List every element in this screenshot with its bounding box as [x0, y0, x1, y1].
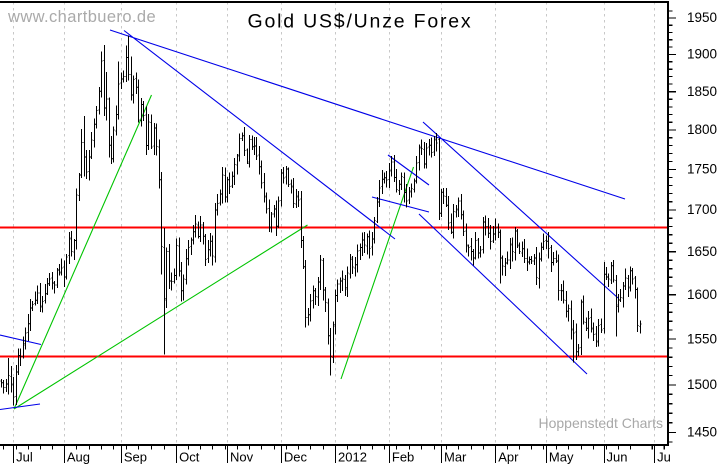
svg-text:1450: 1450 — [687, 425, 717, 440]
svg-text:2012: 2012 — [338, 450, 367, 465]
svg-text:1600: 1600 — [687, 287, 717, 302]
svg-text:Oct: Oct — [179, 450, 200, 465]
svg-text:Aug: Aug — [67, 450, 90, 465]
svg-text:Feb: Feb — [392, 450, 414, 465]
svg-text:1900: 1900 — [687, 47, 717, 62]
svg-text:1800: 1800 — [687, 122, 717, 137]
svg-text:May: May — [549, 450, 574, 465]
svg-text:1500: 1500 — [687, 377, 717, 392]
svg-text:Sep: Sep — [124, 450, 147, 465]
svg-text:1700: 1700 — [687, 202, 717, 217]
svg-text:Jun: Jun — [607, 450, 628, 465]
svg-text:www.chartbuero.de: www.chartbuero.de — [7, 8, 156, 26]
svg-text:Hoppenstedt Charts: Hoppenstedt Charts — [538, 415, 663, 431]
svg-text:Apr: Apr — [498, 450, 519, 465]
svg-text:Ju: Ju — [657, 450, 671, 465]
svg-text:1950: 1950 — [687, 10, 717, 25]
svg-text:Gold US$/Unze Forex: Gold US$/Unze Forex — [248, 11, 473, 33]
svg-text:1850: 1850 — [687, 84, 717, 99]
svg-text:1750: 1750 — [687, 162, 717, 177]
svg-text:1650: 1650 — [687, 244, 717, 259]
svg-text:Dec: Dec — [284, 450, 308, 465]
svg-text:Mar: Mar — [444, 450, 467, 465]
svg-text:Jul: Jul — [16, 450, 33, 465]
svg-text:1550: 1550 — [687, 331, 717, 346]
svg-text:Nov: Nov — [230, 450, 254, 465]
